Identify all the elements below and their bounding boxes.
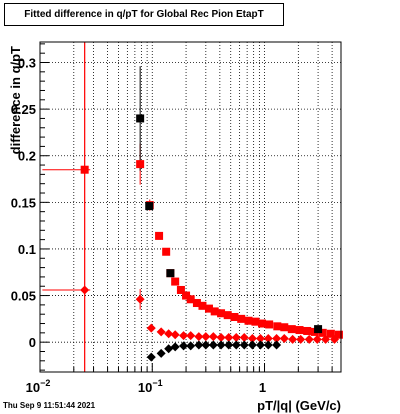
axis-ticks bbox=[40, 43, 333, 372]
square-marker bbox=[334, 330, 343, 339]
square-marker bbox=[204, 304, 213, 313]
diamond-marker bbox=[239, 333, 249, 343]
diamond-marker bbox=[186, 341, 196, 351]
square-marker bbox=[318, 328, 327, 337]
square-marker bbox=[295, 326, 304, 335]
diamond-marker bbox=[179, 341, 189, 351]
square-marker bbox=[244, 316, 253, 325]
diamond-marker bbox=[146, 323, 156, 333]
diamond-marker bbox=[263, 340, 273, 350]
square-marker bbox=[230, 313, 239, 321]
y-tick-label: 0.2 bbox=[18, 149, 36, 164]
diamond-marker bbox=[279, 333, 289, 343]
diamond-marker bbox=[239, 340, 249, 350]
x-tick-label: 10−2 bbox=[26, 378, 51, 395]
diamond-marker bbox=[216, 340, 226, 350]
diamond-marker bbox=[146, 352, 156, 362]
y-tick-label: 0.1 bbox=[18, 242, 36, 257]
square-marker bbox=[182, 291, 191, 300]
diamond-marker bbox=[304, 334, 314, 344]
diamond-marker bbox=[80, 285, 90, 295]
diamond-marker bbox=[296, 334, 306, 344]
square-marker bbox=[186, 295, 195, 304]
square-marker bbox=[303, 326, 312, 335]
data-markers bbox=[80, 114, 343, 362]
diamond-marker bbox=[329, 334, 339, 344]
y-tick-label: 0.25 bbox=[11, 102, 36, 117]
square-marker bbox=[287, 325, 296, 334]
x-tick-label: 10−1 bbox=[138, 378, 163, 395]
diamond-marker bbox=[208, 332, 218, 342]
diamond-marker bbox=[194, 340, 204, 350]
square-marker bbox=[166, 269, 175, 278]
diamond-marker bbox=[312, 334, 322, 344]
diamond-marker bbox=[288, 334, 298, 344]
y-tick-label: 0.3 bbox=[18, 56, 36, 71]
x-axis-label: pT/|q| (GeV/c) bbox=[257, 398, 341, 413]
diamond-marker bbox=[186, 331, 196, 341]
square-marker bbox=[171, 277, 180, 286]
diamond-marker bbox=[208, 340, 218, 350]
diamond-marker bbox=[194, 332, 204, 342]
diamond-marker bbox=[201, 340, 211, 350]
square-marker bbox=[136, 114, 145, 123]
square-marker bbox=[176, 285, 185, 294]
square-marker bbox=[192, 299, 201, 308]
square-marker bbox=[162, 247, 171, 256]
diamond-marker bbox=[164, 344, 174, 354]
square-marker bbox=[80, 165, 89, 174]
timestamp: Thu Sep 9 11:51:44 2021 bbox=[3, 401, 96, 410]
square-marker bbox=[251, 317, 260, 326]
plot-frame bbox=[39, 41, 342, 373]
diamond-marker bbox=[263, 333, 273, 343]
square-marker bbox=[210, 307, 219, 316]
square-marker bbox=[280, 323, 289, 332]
diamond-marker bbox=[170, 330, 180, 340]
square-marker bbox=[326, 329, 335, 338]
diamond-marker bbox=[156, 327, 166, 337]
square-marker bbox=[136, 160, 145, 169]
diamond-marker bbox=[156, 348, 166, 358]
x-tick-exponent: −1 bbox=[152, 378, 162, 388]
error-bars bbox=[42, 42, 151, 372]
y-tick-label: 0 bbox=[29, 335, 36, 350]
square-marker bbox=[237, 314, 246, 323]
square-marker bbox=[145, 202, 154, 211]
diamond-marker bbox=[164, 329, 174, 339]
y-tick-label: 0.15 bbox=[11, 195, 36, 210]
square-marker bbox=[265, 320, 274, 329]
square-marker bbox=[314, 325, 323, 334]
x-tick-exponent: −2 bbox=[40, 378, 50, 388]
diamond-marker bbox=[272, 333, 282, 343]
y-axis-label: difference in q/pT bbox=[8, 46, 23, 154]
tick-labels: 0 0.05 0.1 0.15 0.2 0.25 0.3 10−2 10−1 1 bbox=[11, 56, 266, 395]
diamond-marker bbox=[224, 340, 234, 350]
square-marker bbox=[198, 301, 207, 310]
chart-title: Fitted difference in q/pT for Global Rec… bbox=[4, 3, 284, 26]
diamond-marker bbox=[224, 333, 234, 343]
diamond-marker bbox=[170, 342, 180, 352]
square-marker bbox=[217, 309, 226, 318]
square-marker bbox=[273, 322, 282, 331]
diamond-marker bbox=[231, 340, 241, 350]
diamond-marker bbox=[255, 333, 265, 343]
square-marker bbox=[258, 319, 267, 328]
diamond-marker bbox=[255, 340, 265, 350]
diamond-marker bbox=[201, 332, 211, 342]
diamond-marker bbox=[272, 340, 282, 350]
x-tick-label: 1 bbox=[259, 380, 266, 395]
y-tick-label: 0.05 bbox=[11, 289, 36, 304]
diamond-marker bbox=[247, 340, 257, 350]
diamond-marker bbox=[179, 331, 189, 341]
square-marker bbox=[223, 311, 232, 320]
diamond-marker bbox=[231, 333, 241, 343]
diamond-marker bbox=[216, 333, 226, 343]
square-marker bbox=[155, 231, 164, 240]
diamond-marker bbox=[135, 294, 145, 304]
diamond-marker bbox=[247, 333, 257, 343]
diamond-marker bbox=[321, 334, 331, 344]
